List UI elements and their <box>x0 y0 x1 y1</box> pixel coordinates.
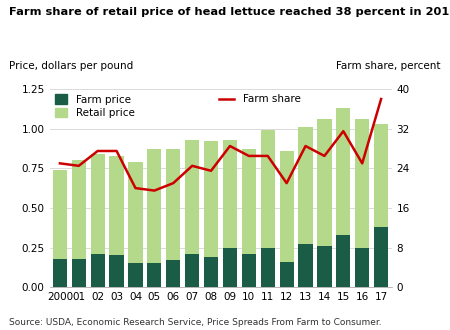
Bar <box>223 248 237 287</box>
Bar <box>166 260 180 287</box>
Bar <box>147 263 162 287</box>
Bar <box>355 119 369 287</box>
Bar <box>261 130 275 287</box>
Bar <box>317 246 332 287</box>
Bar <box>374 124 388 287</box>
Bar <box>53 259 67 287</box>
Bar <box>204 141 218 287</box>
Text: Farm share of retail price of head lettuce reached 38 percent in 2017: Farm share of retail price of head lettu… <box>9 7 450 16</box>
Bar <box>242 254 256 287</box>
Bar <box>109 255 124 287</box>
Bar <box>147 149 162 287</box>
Bar <box>223 140 237 287</box>
Bar <box>53 170 67 287</box>
Bar <box>242 149 256 287</box>
Bar <box>374 227 388 287</box>
Bar <box>261 248 275 287</box>
Bar <box>90 254 105 287</box>
Bar <box>279 151 294 287</box>
Bar <box>298 127 313 287</box>
Text: Farm share, percent: Farm share, percent <box>337 61 441 71</box>
Text: Source: USDA, Economic Research Service, Price Spreads From Farm to Consumer.: Source: USDA, Economic Research Service,… <box>9 318 382 327</box>
Bar <box>166 149 180 287</box>
Bar <box>336 235 351 287</box>
Bar <box>185 254 199 287</box>
Bar <box>128 162 143 287</box>
Bar <box>336 108 351 287</box>
Bar <box>279 262 294 287</box>
Bar <box>128 263 143 287</box>
Bar <box>72 259 86 287</box>
Text: Price, dollars per pound: Price, dollars per pound <box>9 61 133 71</box>
Bar <box>109 156 124 287</box>
Bar <box>90 154 105 287</box>
Legend: Farm share: Farm share <box>219 94 301 104</box>
Bar <box>185 140 199 287</box>
Bar <box>317 119 332 287</box>
Bar <box>72 160 86 287</box>
Bar <box>355 248 369 287</box>
Bar <box>204 257 218 287</box>
Bar <box>298 244 313 287</box>
